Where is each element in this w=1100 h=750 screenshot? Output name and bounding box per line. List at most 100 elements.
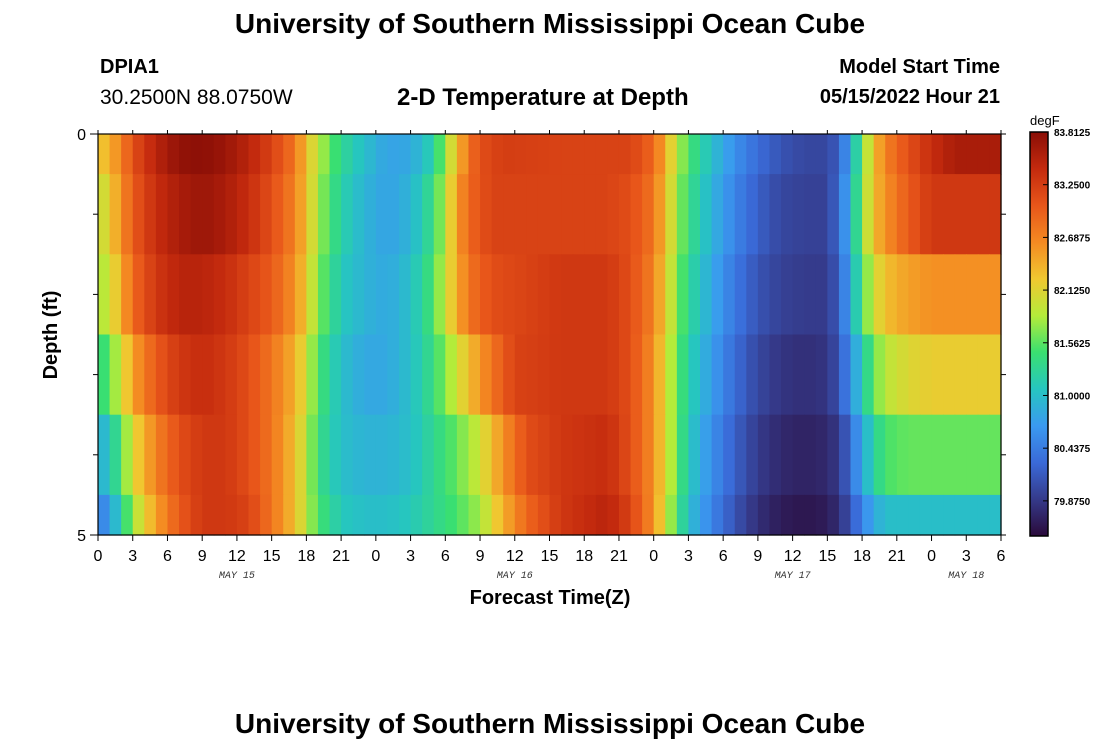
heatmap-cell (202, 334, 215, 416)
heatmap-cell (700, 494, 713, 536)
heatmap-cell (375, 134, 389, 175)
heatmap-cells (98, 134, 1002, 536)
heatmap-cell (514, 494, 527, 536)
heatmap-cell (537, 334, 551, 416)
station-id: DPIA1 (100, 56, 159, 78)
heatmap-cell (653, 134, 666, 175)
heatmap-cell (908, 494, 921, 536)
heatmap-cell (480, 334, 493, 416)
heatmap-cell (236, 254, 250, 336)
heatmap-cell (317, 174, 331, 255)
heatmap-cell (815, 174, 828, 255)
colorbar-label: 82.1250 (1054, 286, 1091, 297)
heatmap-cell (653, 174, 666, 255)
heatmap-cell (491, 494, 504, 536)
heatmap-cell (317, 254, 331, 336)
heatmap-cell (943, 134, 956, 175)
heatmap-cell (989, 334, 1002, 416)
x-tick-label: 3 (128, 548, 137, 565)
heatmap-cell (711, 334, 724, 416)
heatmap-cell (943, 174, 956, 255)
heatmap-cell (98, 174, 111, 255)
heatmap-cell (433, 254, 446, 336)
heatmap-cell (630, 334, 643, 416)
x-tick-label: 6 (997, 548, 1006, 565)
heatmap-cell (155, 254, 169, 336)
heatmap-cell (827, 334, 840, 416)
x-tick-label: 9 (753, 548, 762, 565)
heatmap-cell (862, 174, 875, 255)
heatmap-cell (364, 414, 377, 496)
heatmap-cell (931, 494, 944, 536)
heatmap-cell (723, 254, 736, 336)
heatmap-cell (584, 334, 597, 416)
heatmap-cell (700, 334, 713, 416)
x-tick-label: 6 (719, 548, 728, 565)
y-tick-label: 5 (77, 528, 86, 545)
heatmap-cell (155, 134, 169, 175)
heatmap-cell (260, 134, 273, 175)
heatmap-cell (514, 254, 527, 336)
heatmap-cell (618, 174, 632, 255)
x-tick-label: 12 (784, 548, 802, 565)
x-tick-label: 3 (684, 548, 693, 565)
heatmap-cell (873, 494, 886, 536)
heatmap-cell (179, 174, 192, 255)
heatmap-cell (248, 134, 261, 175)
heatmap-cell (676, 334, 690, 416)
heatmap-cell (260, 334, 273, 416)
heatmap-cell (943, 494, 956, 536)
heatmap-cell (387, 494, 400, 536)
heatmap-cell (387, 414, 400, 496)
heatmap-cell (121, 254, 134, 336)
heatmap-cell (746, 174, 759, 255)
heatmap-cell (919, 254, 933, 336)
day-label: MAY 17 (775, 571, 811, 582)
heatmap-cell (236, 174, 250, 255)
heatmap-cell (838, 174, 852, 255)
heatmap-cell (213, 494, 226, 536)
heatmap-cell (676, 134, 690, 175)
x-tick-label: 9 (198, 548, 207, 565)
heatmap-cell (943, 414, 956, 496)
x-tick-label: 15 (541, 548, 559, 565)
heatmap-cell (815, 134, 828, 175)
heatmap-cell (734, 174, 747, 255)
heatmap-cell (653, 254, 666, 336)
heatmap-cell (896, 174, 909, 255)
heatmap-cell (804, 414, 817, 496)
heatmap-cell (977, 254, 991, 336)
heatmap-cell (329, 334, 342, 416)
heatmap-cell (746, 494, 759, 536)
heatmap-cell (723, 494, 736, 536)
heatmap-cell (804, 134, 817, 175)
heatmap-cell (144, 414, 157, 496)
heatmap-cell (271, 494, 284, 536)
heatmap-cell (966, 254, 979, 336)
y-axis-label: Depth (ft) (40, 291, 62, 380)
heatmap-cell (306, 494, 319, 536)
heatmap-cell (815, 414, 828, 496)
heatmap-cell (213, 254, 226, 336)
heatmap-cell (456, 174, 470, 255)
heatmap-cell (283, 494, 296, 536)
heatmap-cell (109, 334, 122, 416)
model-start-label: Model Start Time (839, 56, 1000, 78)
heatmap-cell (850, 494, 863, 536)
heatmap-cell (711, 134, 724, 175)
heatmap-cell (549, 414, 562, 496)
heatmap-cell (445, 254, 458, 336)
heatmap-cell (283, 414, 296, 496)
heatmap-cell (317, 414, 331, 496)
heatmap-cell (700, 414, 713, 496)
heatmap-cell (526, 414, 539, 496)
heatmap-cell (734, 134, 747, 175)
heatmap-cell (179, 334, 192, 416)
heatmap-cell (700, 254, 713, 336)
heatmap-cell (503, 174, 516, 255)
heatmap-cell (676, 254, 690, 336)
heatmap-cell (607, 134, 620, 175)
heatmap-cell (885, 414, 898, 496)
heatmap-cell (433, 134, 446, 175)
